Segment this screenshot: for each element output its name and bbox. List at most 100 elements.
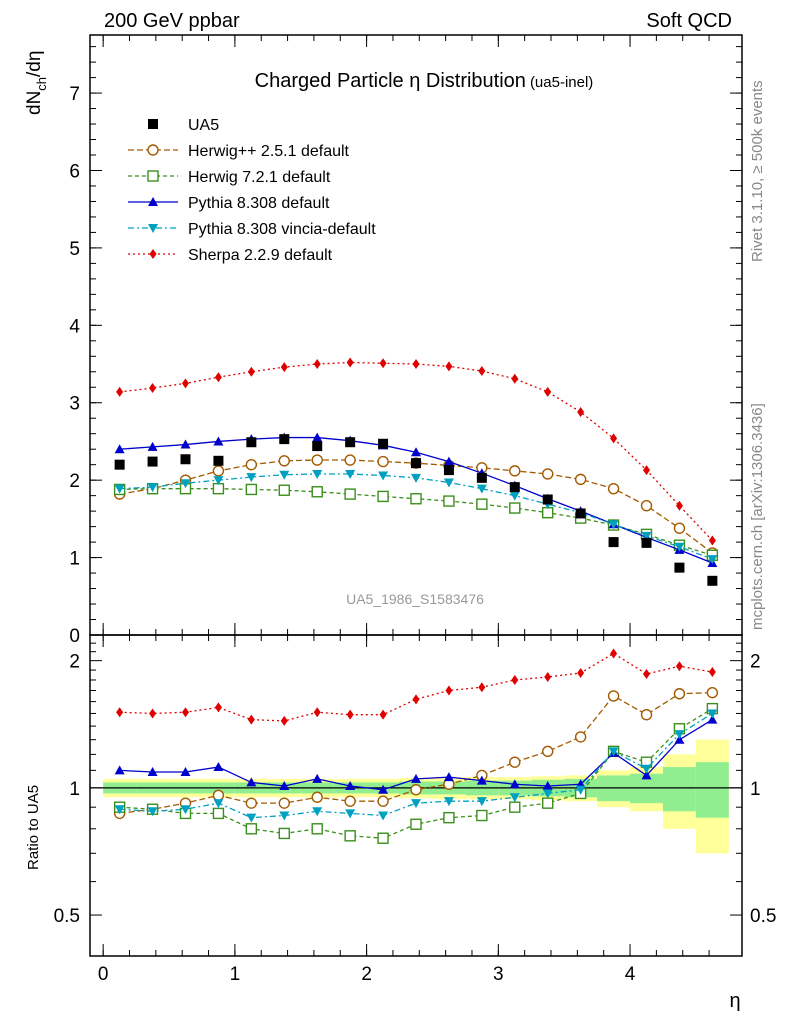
vincia-ratio-marker [509,793,520,803]
herwigpp-ratio-marker [410,783,422,796]
ua5-data-point [279,434,290,445]
y-tick-label: 2 [69,471,80,492]
legend-marker-sherpa [149,249,157,259]
y-tick-label: 4 [69,316,80,337]
y-tick-label: 0 [69,626,80,647]
ua5-data-point [411,458,421,469]
x-tick-label: 4 [625,964,636,985]
herwigpp-ratio-marker [377,795,389,807]
vincia-marker [180,479,191,489]
herwigpp-marker [542,468,554,480]
sherpa-marker [247,366,255,377]
sherpa-marker [478,366,486,376]
legend-label-data: UA5 [188,117,219,134]
pythia-ratio-marker [114,765,125,775]
vincia-marker [147,483,158,493]
vincia-marker [114,484,125,494]
ratio-series [113,648,719,844]
vincia-ratio-marker [641,764,652,774]
pythia-ratio-marker [213,762,224,772]
herwigpp-marker [278,455,290,467]
herwig7-ratio-marker [278,827,290,840]
ua5-data-point [575,508,586,519]
vincia-marker [411,473,421,483]
sherpa-ratio-marker [708,667,716,678]
vincia-marker [443,478,454,488]
pythia-ratio-marker [509,779,520,789]
ua5-data-point [345,437,356,448]
band-inner [662,767,696,812]
x-tick-label: 3 [493,964,504,985]
herwig7-marker [509,502,521,514]
ua5-data-point [114,459,125,470]
header-right: Soft QCD [646,10,732,32]
vincia-ratio-marker [542,789,553,799]
legend-label-sherpa: Sherpa 2.2.9 default [188,247,333,264]
ua5-data-point [674,562,685,573]
legend-item-pythia: Pythia 8.308 default [128,195,330,212]
herwigpp-ratio-marker [311,791,323,803]
vincia-marker [476,484,487,494]
herwigpp-ratio-marker [673,688,686,700]
pythia-ratio-marker [411,773,421,783]
vincia-ratio-marker [147,807,158,817]
vincia-marker [674,542,685,552]
herwigpp-marker [673,522,686,534]
ua5-data-point [378,438,389,449]
pythia-ratio-marker [674,734,685,744]
legend-label-vincia: Pythia 8.308 vincia-default [188,221,376,238]
pythia-marker [180,439,191,449]
vincia-ratio-marker [674,730,685,740]
x-tick-label: 2 [361,964,372,985]
legend-label-herwig7: Herwig 7.2.1 default [188,169,331,186]
sherpa-marker [280,362,288,373]
vincia-marker [509,491,520,501]
sherpa-marker [313,359,321,370]
sherpa-ratio-marker [610,648,618,659]
pythia-ratio-marker [312,773,323,783]
y-tick-label: 7 [69,84,80,105]
ratio-panel-frame [89,634,743,957]
vincia-ratio-marker [707,709,718,719]
ua5-data-point [476,472,487,483]
herwigpp-ratio-marker [212,789,225,802]
pythia-ratio-marker [476,775,487,785]
vincia-ratio-marker [378,811,389,821]
herwigpp-marker [377,455,389,468]
vincia-marker [246,473,257,483]
pythia-marker [114,444,125,454]
pythia-ratio-marker [542,781,553,791]
pythia-marker [443,456,454,466]
ua5-data-point [246,437,257,448]
legend-marker-data [148,119,158,129]
ratio-tick-label-left: 2 [69,652,80,673]
sherpa-marker [149,383,157,394]
pythia-ratio-marker [345,781,356,791]
sherpa-ratio-marker [511,674,519,685]
herwig7-marker [476,498,488,510]
main-series [113,357,719,586]
sherpa-ratio-marker [247,714,255,725]
x-tick-label: 0 [98,964,109,985]
herwigpp-marker [509,465,521,477]
herwig7-marker [278,484,290,496]
vincia-marker [378,471,389,481]
legend-item-herwigpp: Herwig++ 2.5.1 default [128,143,350,160]
herwigpp-ratio-marker [607,690,620,702]
legend-marker-pythia [148,197,158,206]
sherpa-ratio-marker [412,694,420,705]
herwig7-marker [410,493,422,505]
vincia-ratio-marker [608,747,619,757]
sherpa-marker [544,386,552,397]
y-tick-label: 6 [69,161,80,182]
herwigpp-marker [344,454,356,466]
vincia-ratio-marker [345,809,356,819]
herwigpp-ratio-marker [574,731,587,743]
pythia-ratio-marker [246,777,257,787]
sherpa-marker [511,373,519,384]
sherpa-ratio-marker [379,709,387,720]
sherpa-ratio-marker [181,707,189,718]
vincia-ratio-marker [476,797,487,807]
ua5-data-point [443,465,454,476]
